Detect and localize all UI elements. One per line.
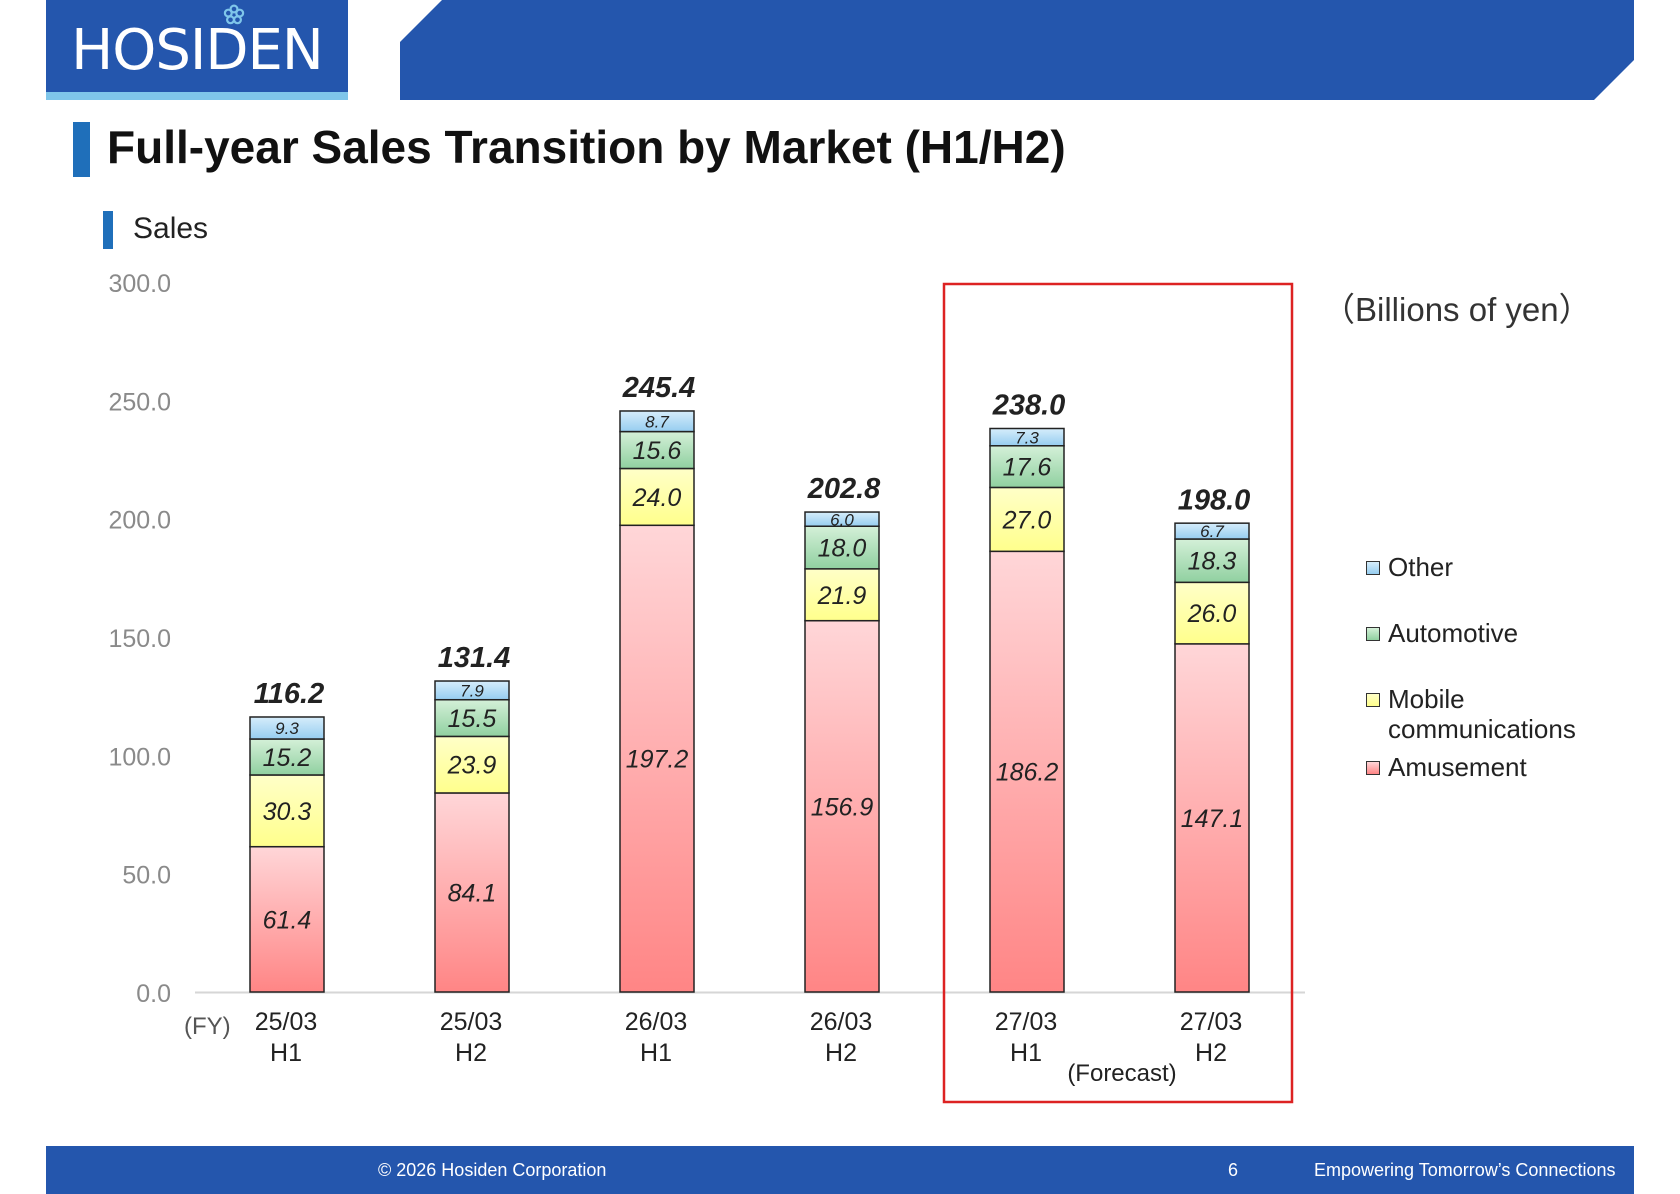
x-tick-label: 26/03 (625, 1008, 688, 1036)
footer-copyright: © 2026 Hosiden Corporation (378, 1160, 606, 1181)
data-label-other: 7.3 (1015, 428, 1039, 447)
x-tick-label: H2 (1195, 1039, 1227, 1067)
x-tick-label: 25/03 (255, 1008, 318, 1036)
data-label-automotive: 15.5 (448, 705, 497, 733)
y-tick-label: 300.0 (108, 270, 171, 298)
data-label-mobile-communications: 24.0 (632, 484, 682, 512)
data-label-mobile-communications: 23.9 (447, 752, 497, 780)
legend-label: Mobile communications (1388, 684, 1628, 744)
x-tick-label: H2 (825, 1039, 857, 1067)
data-label-mobile-communications: 26.0 (1187, 600, 1237, 628)
data-label-other: 8.7 (645, 412, 669, 431)
legend-swatch-mobile (1366, 693, 1380, 707)
data-label-other: 6.7 (1200, 522, 1224, 541)
x-tick-label: 26/03 (810, 1008, 873, 1036)
data-label-mobile-communications: 21.9 (817, 582, 867, 610)
footer-tagline: Empowering Tomorrow’s Connections (1314, 1160, 1615, 1181)
y-tick-label: 200.0 (108, 507, 171, 535)
total-label: 116.2 (254, 678, 324, 710)
data-label-amusement: 84.1 (448, 879, 497, 907)
y-tick-label: 0.0 (136, 980, 171, 1008)
y-tick-label: 150.0 (108, 625, 171, 653)
y-tick-label: 50.0 (122, 862, 171, 890)
data-label-automotive: 15.6 (633, 437, 682, 465)
total-label: 245.4 (622, 372, 696, 404)
data-label-amusement: 147.1 (1181, 805, 1244, 833)
x-tick-label: H1 (640, 1039, 672, 1067)
data-label-other: 7.9 (460, 681, 484, 700)
data-label-automotive: 18.0 (818, 535, 867, 563)
legend-swatch-amusement (1366, 761, 1380, 775)
legend-swatch-automotive (1366, 627, 1380, 641)
data-label-mobile-communications: 30.3 (263, 798, 312, 826)
x-tick-label: 27/03 (995, 1008, 1058, 1036)
footer-bar: © 2026 Hosiden Corporation 6 Empowering … (46, 1146, 1634, 1194)
x-tick-label: 25/03 (440, 1008, 503, 1036)
legend-swatch-other (1366, 561, 1380, 575)
y-tick-label: 100.0 (108, 743, 171, 771)
x-tick-label: 27/03 (1180, 1008, 1243, 1036)
legend-label: Other (1388, 552, 1628, 582)
data-label-mobile-communications: 27.0 (1002, 506, 1052, 534)
x-tick-label: H2 (455, 1039, 487, 1067)
data-label-automotive: 18.3 (1188, 548, 1237, 576)
data-label-amusement: 61.4 (263, 906, 312, 934)
legend-label: Amusement (1388, 752, 1628, 782)
footer-page-number: 6 (1228, 1160, 1238, 1181)
x-tick-label: H1 (270, 1039, 302, 1067)
x-axis-prefix: (FY) (184, 1013, 231, 1040)
data-label-other: 9.3 (275, 719, 299, 738)
data-label-automotive: 15.2 (263, 744, 312, 772)
x-tick-label: H1 (1010, 1039, 1042, 1067)
legend-label: Automotive (1388, 618, 1628, 648)
total-label: 238.0 (992, 390, 1066, 422)
data-label-amusement: 186.2 (996, 759, 1059, 787)
data-label-other: 6.0 (830, 510, 854, 529)
total-label: 131.4 (438, 642, 511, 674)
total-label: 198.0 (1178, 484, 1251, 516)
total-label: 202.8 (807, 473, 881, 505)
data-label-amusement: 156.9 (811, 793, 874, 821)
data-label-amusement: 197.2 (626, 746, 689, 774)
forecast-label: (Forecast) (1067, 1060, 1176, 1087)
y-tick-label: 250.0 (108, 388, 171, 416)
data-label-automotive: 17.6 (1003, 454, 1052, 482)
